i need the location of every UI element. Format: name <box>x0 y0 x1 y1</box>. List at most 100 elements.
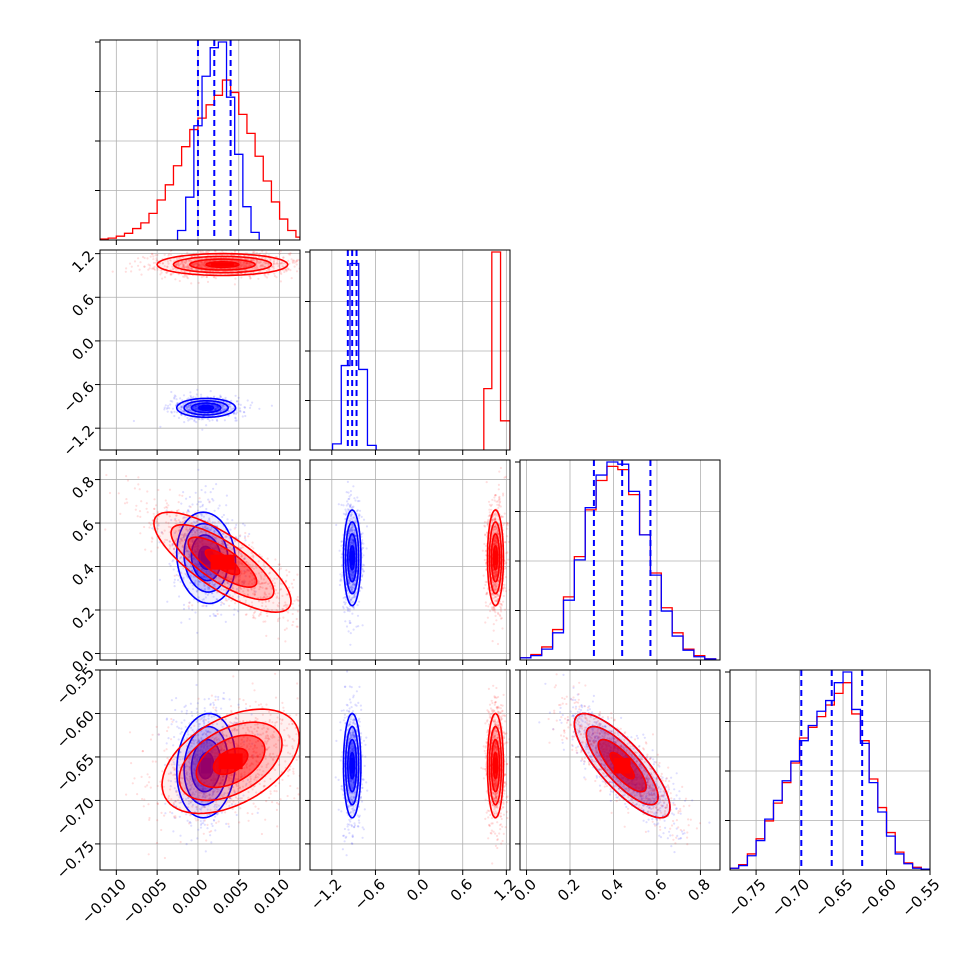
scatter-point <box>175 263 178 266</box>
scatter-point <box>340 540 343 543</box>
scatter-point <box>137 483 140 486</box>
scatter-point <box>243 411 246 414</box>
scatter-point <box>158 578 161 582</box>
scatter-point <box>206 251 209 254</box>
scatter-point <box>166 410 169 413</box>
scatter-point <box>243 524 246 527</box>
scatter-point <box>179 270 182 273</box>
scatter-point <box>302 617 304 619</box>
scatter-point <box>280 272 283 276</box>
scatter-point <box>494 614 497 618</box>
scatter-point <box>304 259 306 261</box>
scatter-point <box>233 251 236 254</box>
scatter-point <box>192 406 195 409</box>
scatter-point <box>203 264 207 268</box>
scatter-point <box>216 406 219 409</box>
scatter-point <box>213 276 216 279</box>
scatter-point <box>187 397 190 400</box>
scatter-point <box>227 410 230 413</box>
scatter-point <box>265 262 268 265</box>
scatter-point <box>323 264 325 266</box>
scatter-point <box>188 617 191 621</box>
scatter-point <box>177 416 181 419</box>
scatter-point <box>195 268 198 271</box>
histogram-panel-0-content <box>100 40 300 240</box>
scatter-point <box>186 400 189 404</box>
scatter-point <box>186 405 189 408</box>
scatter-point <box>360 575 364 578</box>
scatter-point <box>185 511 188 514</box>
scatter-point <box>189 403 192 407</box>
scatter-point <box>200 393 203 396</box>
scatter-point <box>255 259 258 262</box>
scatter-point <box>491 609 494 612</box>
scatter-point <box>484 550 487 553</box>
panel-frame <box>309 459 511 661</box>
scatter-point <box>496 503 499 506</box>
scatter-point <box>182 263 185 266</box>
scatter-point <box>215 407 218 410</box>
scatter-point <box>197 500 200 503</box>
scatter-point <box>504 576 507 579</box>
scatter-point <box>354 499 357 502</box>
scatter-point <box>186 277 190 280</box>
scatter-point <box>272 261 275 264</box>
scatter-point <box>203 584 206 587</box>
scatter-point <box>349 490 352 493</box>
scatter-point <box>194 405 197 408</box>
scatter-point <box>256 260 259 263</box>
scatter-point <box>310 260 312 262</box>
scatter-point <box>232 613 236 616</box>
scatter-point <box>342 605 345 608</box>
scatter-panel-1-2 <box>305 459 511 665</box>
scatter-point <box>188 601 191 604</box>
scatter-point <box>253 611 256 615</box>
scatter-point <box>204 257 207 260</box>
scatter-point <box>198 263 201 267</box>
scatter-point <box>274 262 278 265</box>
scatter-point <box>188 406 191 409</box>
scatter-point <box>140 273 143 276</box>
scatter-point <box>149 255 152 258</box>
scatter-point <box>494 611 497 614</box>
scatter-point <box>348 504 351 507</box>
scatter-point <box>335 628 337 630</box>
scatter-point <box>212 487 215 490</box>
scatter-point <box>200 257 204 260</box>
scatter-point <box>211 419 214 422</box>
scatter-point <box>156 268 159 271</box>
scatter-point <box>348 610 351 613</box>
histogram-panel-2 <box>515 459 721 665</box>
scatter-point <box>235 400 239 403</box>
scatter-point <box>192 395 195 398</box>
scatter-point <box>261 264 264 267</box>
scatter-point <box>174 278 177 281</box>
scatter-point <box>356 509 359 513</box>
scatter-point <box>284 268 287 271</box>
scatter-point <box>224 620 227 624</box>
scatter-point <box>482 587 486 590</box>
scatter-point <box>191 417 194 421</box>
scatter-point <box>239 534 242 537</box>
scatter-point <box>486 521 489 524</box>
scatter-point <box>282 256 285 259</box>
scatter-point <box>192 263 195 267</box>
scatter-point <box>186 412 189 415</box>
scatter-point <box>164 404 167 407</box>
scatter-point <box>154 254 157 257</box>
scatter-point <box>214 404 217 407</box>
scatter-point <box>186 264 189 267</box>
scatter-point <box>180 261 183 264</box>
scatter-point <box>175 411 179 414</box>
scatter-point <box>177 407 180 410</box>
scatter-point <box>175 263 178 266</box>
scatter-point <box>504 590 507 593</box>
scatter-point <box>506 535 509 538</box>
scatter-point <box>178 595 181 598</box>
scatter-point <box>194 491 197 494</box>
scatter-point <box>200 488 203 492</box>
scatter-point <box>225 401 228 404</box>
scatter-point <box>269 258 272 262</box>
scatter-point <box>179 408 182 411</box>
scatter-point <box>266 276 269 279</box>
